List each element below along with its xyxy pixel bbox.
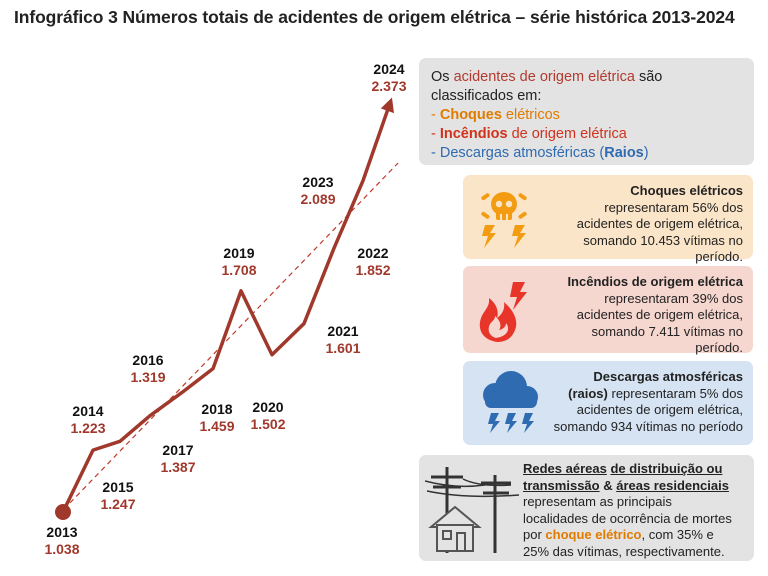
list-item-incendios: - Incêndios de origem elétrica [431, 126, 627, 142]
card-raios: Descargas atmosféricas (raios) represent… [463, 361, 753, 445]
year-label: 2019 [223, 245, 254, 261]
year-label: 2015 [102, 479, 133, 495]
year-label: 2013 [46, 524, 77, 540]
year-label: 2020 [252, 399, 283, 415]
skull-lightning-icon [481, 192, 527, 248]
storm-cloud-icon [483, 371, 538, 433]
arrow-head [380, 97, 394, 114]
highlight-text: acidentes de origem elétrica [453, 69, 635, 85]
card-incendios: Incêndios de origem elétrica representar… [463, 266, 753, 355]
year-label: 2021 [327, 323, 358, 339]
card-choques: Choques elétricos representaram 56% dos … [463, 175, 753, 264]
data-label: 1.601 [325, 340, 360, 356]
year-label: 2014 [72, 403, 103, 419]
card-title: Incêndios de origem elétrica [567, 274, 743, 289]
year-label: 2016 [132, 352, 163, 368]
classification-box: Os acidentes de origem elétrica são clas… [419, 58, 754, 165]
card-title: Descargas atmosféricas [593, 369, 743, 384]
year-label: 2024 [373, 61, 404, 77]
trend-line [69, 162, 399, 504]
data-label: 2.373 [371, 78, 406, 94]
data-label: 1.387 [160, 459, 195, 475]
data-label: 1.247 [100, 496, 135, 512]
fire-lightning-icon [479, 282, 527, 342]
data-label: 1.708 [221, 262, 256, 278]
year-label: 2017 [162, 442, 193, 458]
series-line [61, 102, 392, 513]
card-title: Choques elétricos [630, 183, 743, 198]
power-lines-box: Redes aéreas de distribuição ou transmis… [419, 455, 754, 561]
list-item-choques: - Choques elétricos [431, 107, 560, 123]
data-label: 1.319 [130, 369, 165, 385]
year-label: 2023 [302, 174, 333, 190]
data-label: 1.223 [70, 420, 105, 436]
year-label: 2018 [201, 401, 232, 417]
start-point [55, 504, 71, 520]
data-label: 1.502 [250, 416, 285, 432]
year-label: 2022 [357, 245, 388, 261]
data-label: 1.459 [199, 418, 234, 434]
data-label: 2.089 [300, 191, 335, 207]
data-label: 1.038 [44, 541, 79, 557]
list-item-raios: - Descargas atmosféricas (Raios) [431, 145, 649, 161]
power-pole-house-icon [425, 467, 520, 553]
infographic-title: Infográfico 3 Números totais de acidente… [14, 7, 735, 27]
data-label: 1.852 [355, 262, 390, 278]
